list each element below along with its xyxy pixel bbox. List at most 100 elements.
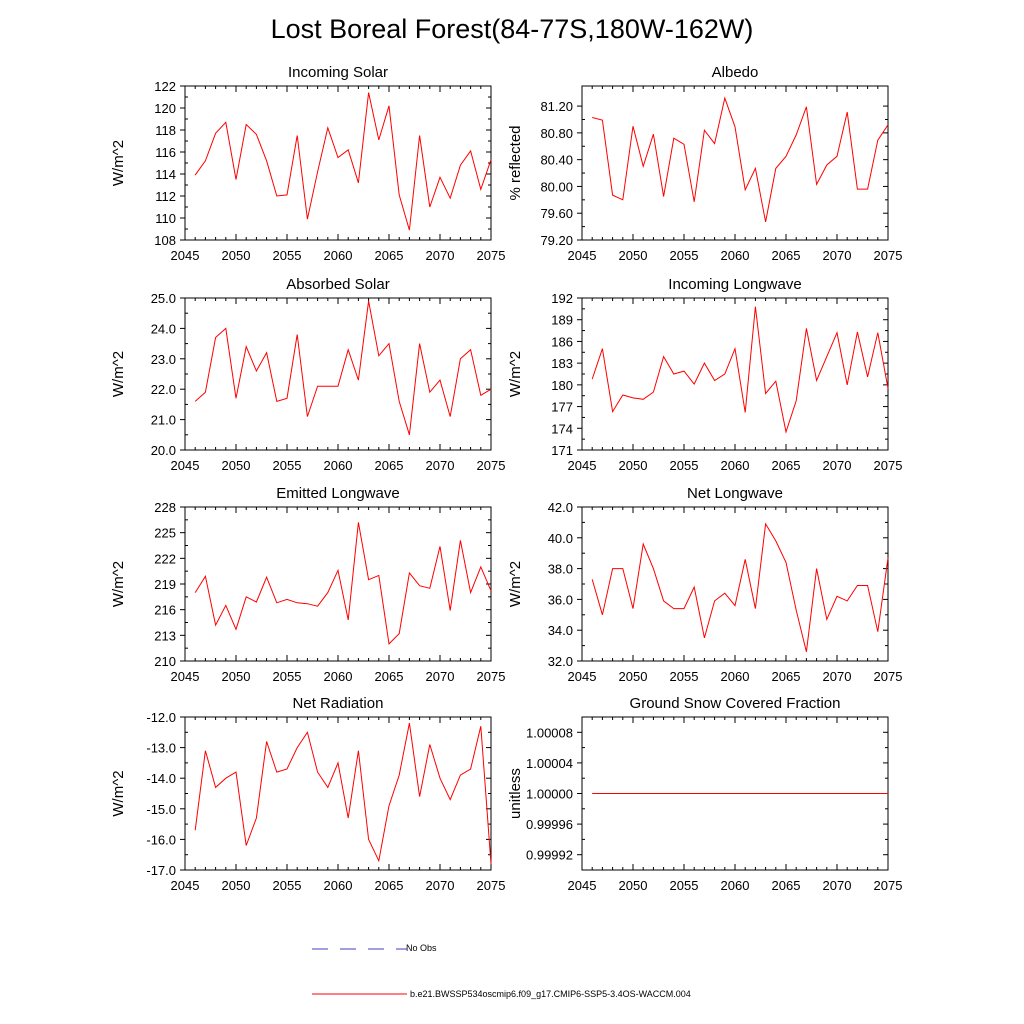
x-tick-label: 2070: [823, 458, 852, 473]
x-tick-label: 2075: [477, 878, 506, 893]
series-line: [591, 306, 889, 434]
panel-title: Ground Snow Covered Fraction: [630, 695, 841, 712]
panel-title: Emitted Longwave: [276, 485, 399, 502]
y-tick-label: 80.80: [540, 126, 573, 141]
y-tick-label: 36.0: [548, 592, 573, 607]
x-tick-label: 2070: [426, 458, 455, 473]
y-tick-label: 171: [551, 443, 573, 458]
x-tick-label: 2045: [171, 248, 200, 263]
x-tick-label: 2055: [670, 878, 699, 893]
y-tick-label: 225: [154, 526, 176, 541]
x-tick-label: 2050: [222, 248, 251, 263]
y-tick-label: 20.0: [151, 443, 176, 458]
y-tick-label: 183: [551, 356, 573, 371]
x-tick-label: 2050: [619, 458, 648, 473]
y-tick-label: 0.99992: [526, 848, 573, 863]
x-tick-label: 2045: [568, 248, 597, 263]
panel-title: Albedo: [712, 64, 759, 81]
y-axis-label: W/m^2: [507, 351, 524, 397]
y-tick-label: 0.99996: [526, 817, 573, 832]
x-tick-label: 2075: [477, 458, 506, 473]
y-tick-label: 81.20: [540, 99, 573, 114]
y-tick-label: 1.00000: [526, 787, 573, 802]
y-tick-label: 122: [154, 79, 176, 94]
series-line: [194, 723, 492, 864]
x-tick-label: 2065: [375, 669, 404, 684]
y-tick-label: 40.0: [548, 531, 573, 546]
legend-model-label: b.e21.BWSSP534oscmip6.f09_g17.CMIP6-SSP5…: [410, 989, 691, 999]
plot-frame: [184, 297, 492, 451]
x-tick-label: 2065: [772, 248, 801, 263]
plot-frame: [184, 716, 492, 871]
y-tick-label: -14.0: [146, 771, 176, 786]
x-tick-label: 2050: [619, 669, 648, 684]
y-tick-label: 112: [155, 189, 176, 204]
panel-title: Incoming Longwave: [668, 276, 801, 293]
x-tick-label: 2050: [619, 248, 648, 263]
legend-obs-line: [312, 948, 407, 950]
y-tick-label: 118: [155, 123, 176, 138]
y-tick-label: 80.00: [540, 179, 573, 194]
x-tick-label: 2065: [375, 248, 404, 263]
y-tick-label: 42.0: [548, 500, 573, 515]
y-tick-label: 108: [154, 233, 176, 248]
series-line: [194, 300, 492, 435]
x-tick-label: 2060: [721, 458, 750, 473]
x-tick-label: 2060: [324, 878, 353, 893]
x-tick-label: 2055: [273, 669, 302, 684]
y-tick-label: 174: [551, 421, 573, 436]
x-tick-label: 2055: [273, 248, 302, 263]
x-tick-label: 2060: [324, 248, 353, 263]
y-axis-label: W/m^2: [110, 351, 127, 397]
y-tick-label: 120: [154, 101, 176, 116]
y-tick-label: 32.0: [548, 654, 573, 669]
x-tick-label: 2065: [375, 878, 404, 893]
y-tick-label: 213: [154, 628, 176, 643]
y-tick-label: 222: [154, 551, 176, 566]
y-tick-label: 79.60: [540, 206, 573, 221]
x-tick-label: 2060: [324, 669, 353, 684]
x-tick-label: 2050: [619, 878, 648, 893]
y-tick-label: 177: [551, 400, 573, 415]
x-tick-label: 2045: [171, 878, 200, 893]
y-tick-label: -17.0: [146, 863, 176, 878]
y-tick-label: 38.0: [548, 562, 573, 577]
x-tick-label: 2060: [721, 248, 750, 263]
x-tick-label: 2065: [772, 458, 801, 473]
x-tick-label: 2045: [171, 669, 200, 684]
y-tick-label: -12.0: [146, 710, 176, 725]
y-tick-label: 216: [154, 603, 176, 618]
chart-panel-2: Albedo 2045 2050 2055 2060 2065 2070 2075 79.20 7…: [507, 64, 902, 263]
y-tick-label: 80.40: [540, 153, 573, 168]
y-tick-label: 79.20: [540, 233, 573, 248]
legend-model-line: [312, 993, 407, 995]
panel-title: Incoming Solar: [288, 64, 388, 81]
x-tick-label: 2070: [426, 248, 455, 263]
y-tick-label: 219: [154, 577, 176, 592]
chart-panel-4: Incoming Longwave 2045 2050 2055 2060 2065 207…: [507, 276, 902, 473]
x-tick-label: 2060: [324, 458, 353, 473]
chart-panel-8: Ground Snow Covered Fraction 2045 2050 2055…: [507, 695, 902, 893]
y-tick-label: 180: [551, 378, 573, 393]
y-tick-label: 228: [154, 500, 176, 515]
x-tick-label: 2060: [721, 669, 750, 684]
x-tick-label: 2075: [874, 878, 903, 893]
x-tick-label: 2045: [568, 458, 597, 473]
y-tick-label: 192: [551, 291, 573, 306]
y-tick-label: 1.00008: [526, 725, 573, 740]
y-tick-label: 22.0: [151, 382, 176, 397]
y-axis-label: W/m^2: [110, 561, 127, 607]
y-axis-label: unitless: [507, 768, 524, 819]
x-tick-label: 2075: [477, 248, 506, 263]
y-tick-label: -16.0: [146, 832, 176, 847]
y-tick-label: 210: [154, 654, 176, 669]
panel-title: Net Longwave: [687, 485, 783, 502]
chart-panel-7: Net Radiation 2045 2050 2055 2060 2065 2070 207…: [110, 695, 505, 893]
y-tick-label: 114: [155, 167, 176, 182]
plot-frame: [581, 297, 889, 451]
y-tick-label: -15.0: [146, 802, 176, 817]
chart-panel-5: Emitted Longwave 2045 2050 2055 2060 2065 2070…: [110, 485, 505, 684]
x-tick-label: 2045: [568, 878, 597, 893]
plot-frame: [581, 506, 889, 662]
